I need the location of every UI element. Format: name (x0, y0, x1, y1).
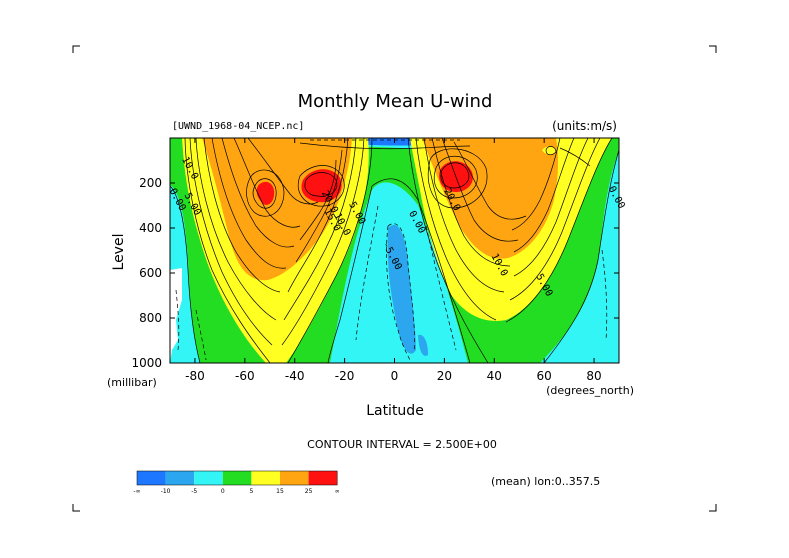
colorbar-label: 25 (305, 488, 313, 495)
fill-red-south-2 (256, 181, 275, 205)
y-axis-units: (millibar) (107, 376, 157, 389)
colorbar-label: 15 (276, 488, 284, 495)
y-tick-label: 800 (139, 311, 162, 325)
colorbar-label: -5 (191, 488, 197, 495)
colorbar-swatch (165, 471, 195, 485)
x-tick-label: 40 (487, 369, 502, 383)
x-tick-label: 60 (537, 369, 552, 383)
colorbar-swatch (308, 471, 338, 485)
y-tick-label: 600 (139, 266, 162, 280)
colorbar-swatch (280, 471, 309, 485)
fill-cyan-north-pole (540, 150, 619, 363)
contour-interval: CONTOUR INTERVAL = 2.500E+00 (307, 438, 497, 451)
fill-blue-tropics-2 (418, 334, 428, 356)
dataset-label: [UWND_1968-04_NCEP.nc] (172, 121, 304, 132)
x-tick-label: -40 (285, 369, 305, 383)
colorbar-swatch (194, 471, 223, 485)
y-tick-label: 1000 (131, 356, 162, 370)
colorbar-label: -∞ (133, 488, 140, 495)
x-tick-label: -80 (185, 369, 205, 383)
x-tick-label: -20 (335, 369, 355, 383)
chart-title: Monthly Mean U-wind (298, 91, 493, 112)
x-axis-label: Latitude (366, 403, 424, 419)
colorbar-label: ∞ (335, 488, 340, 495)
colorbar-label: -10 (161, 488, 171, 495)
axes: -80 -60 -40 -20 0 20 40 60 80 200 400 600 800 1000 (131, 138, 619, 383)
x-tick-label: 80 (586, 369, 601, 383)
colorbar-label: 5 (249, 488, 253, 495)
fill-white-south-pole (170, 268, 182, 363)
mean-note: (mean) lon:0..357.5 (491, 475, 600, 488)
crop-marks (72, 45, 717, 512)
colorbar-border (136, 470, 338, 486)
units-label: (units:m/s) (552, 119, 617, 133)
contour-lines-negative (175, 139, 608, 361)
x-tick-label: 20 (437, 369, 452, 383)
y-tick-label: 200 (139, 176, 162, 190)
fill-cyan-south-pole (170, 185, 200, 363)
x-tick-label: -60 (235, 369, 255, 383)
contour-lines (170, 138, 619, 363)
y-axis-label: Level (111, 234, 127, 271)
fill-blue-tropics (387, 224, 416, 354)
colorbar-label: 0 (221, 488, 225, 495)
x-tick-label: 0 (391, 369, 399, 383)
y-tick-label: 400 (139, 221, 162, 235)
contour-fill (170, 138, 619, 363)
colorbar-swatch (137, 471, 166, 485)
fill-yellow-north-blob (542, 146, 556, 155)
colorbar-swatch (222, 471, 252, 485)
colorbar: -∞ -10 -5 0 5 15 25 ∞ (133, 470, 340, 495)
colorbar-swatch (251, 471, 280, 485)
x-axis-units: (degrees_north) (546, 384, 634, 397)
